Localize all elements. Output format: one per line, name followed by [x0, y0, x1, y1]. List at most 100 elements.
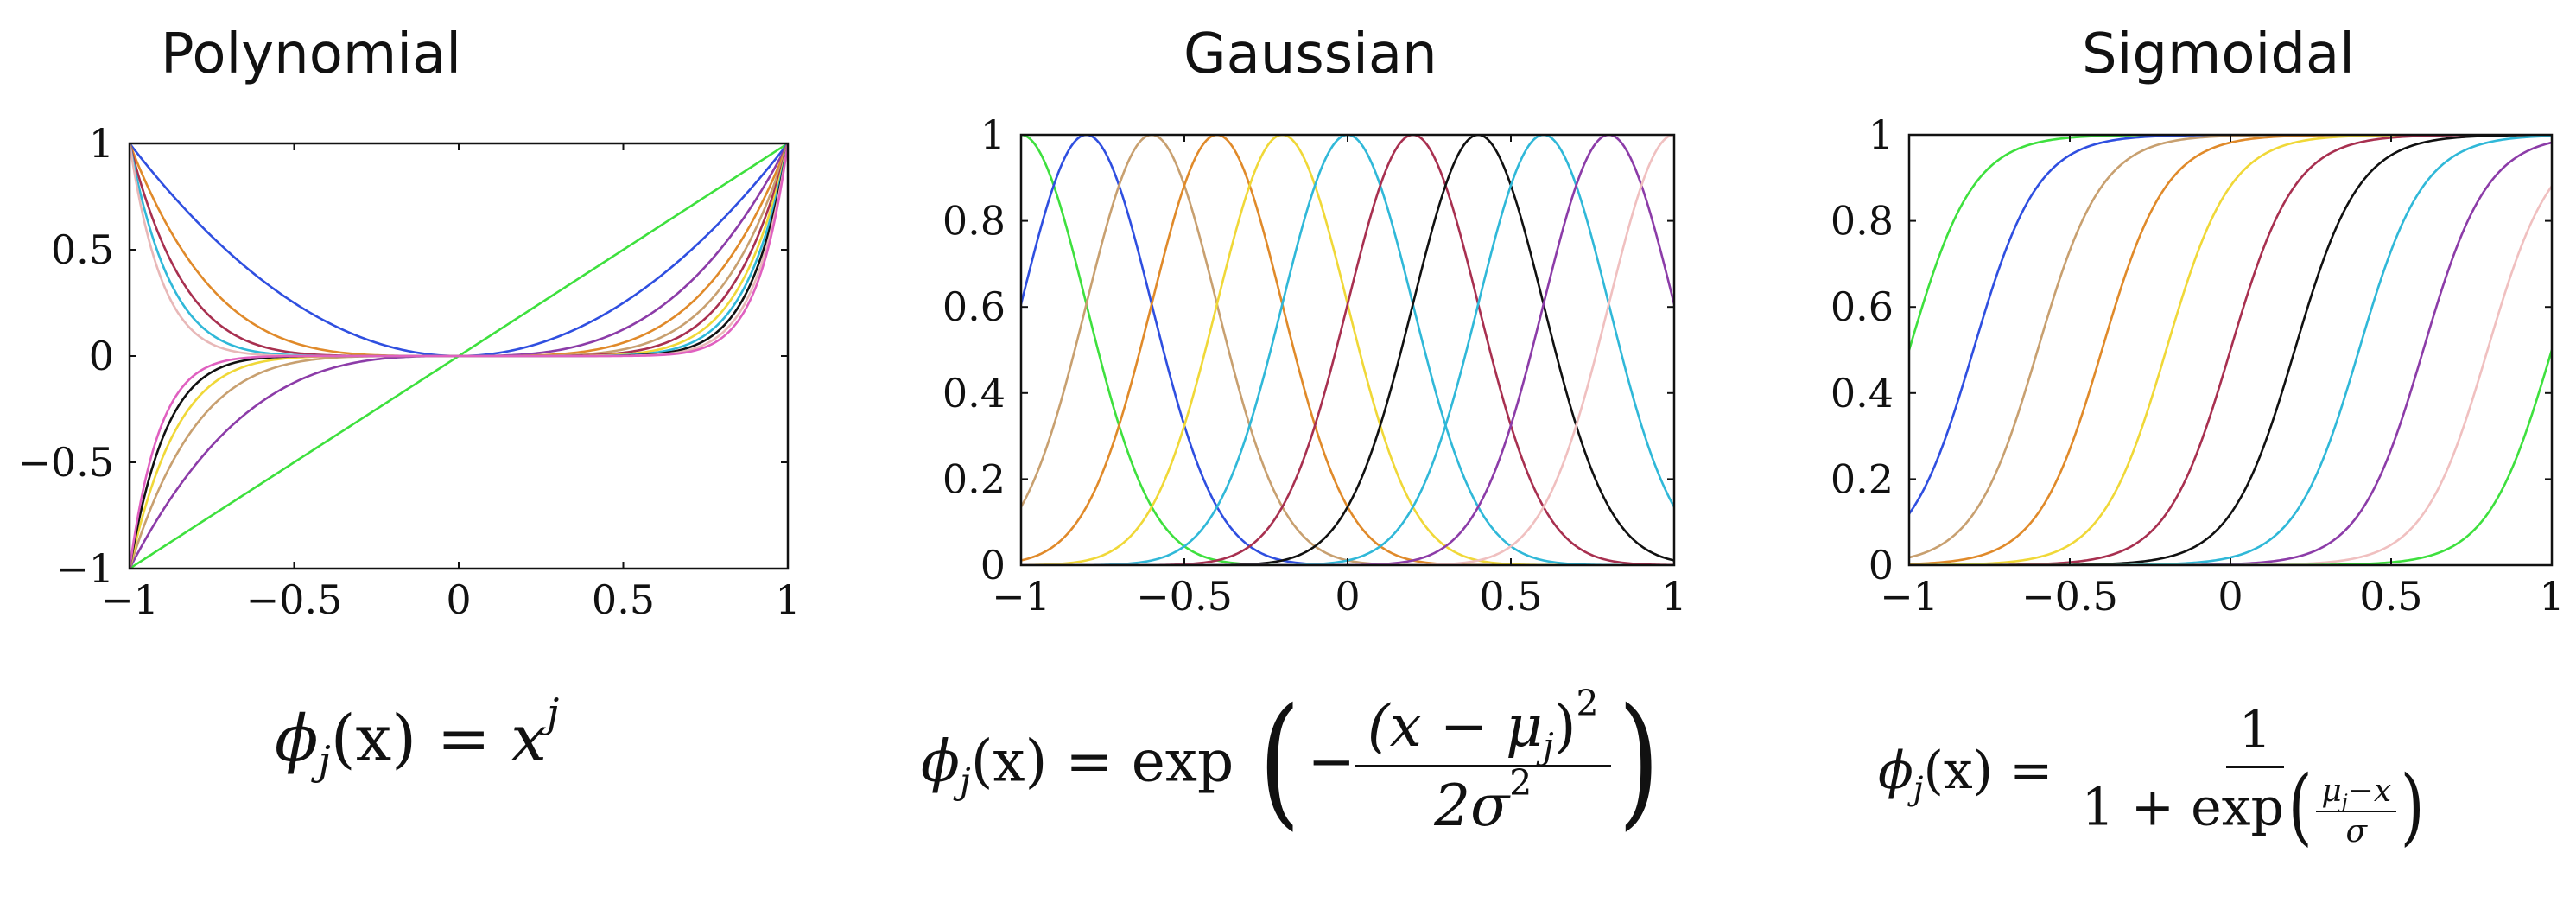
x-tick-label: 1	[1661, 573, 1686, 620]
sigmoidal-chart: −1 −0.5 0 0.5 1 0 0.2 0.4 0.6 0.8 1	[1830, 111, 2565, 620]
series-line-2	[1909, 135, 2552, 515]
y-tick-label: 0.2	[1830, 455, 1894, 502]
denominator-exponent: 2	[1509, 762, 1532, 805]
inner-denominator: σ	[2340, 812, 2372, 849]
sigmoid-fraction: 1 1 + exp(μj−x σ)	[2070, 700, 2441, 849]
y-tick-label: 0.6	[1830, 283, 1894, 330]
gaussian-fraction: (x − μj)2 2σ2	[1355, 686, 1611, 839]
inner-fraction: μj−x σ	[2316, 773, 2397, 849]
series-group	[1021, 135, 1674, 565]
numerator-exponent: 2	[1576, 683, 1599, 725]
series-line-2	[130, 143, 788, 358]
series-line-9	[1021, 135, 1674, 565]
y-tick-label: 0	[980, 542, 1006, 588]
x-tick-label: −0.5	[2021, 573, 2118, 620]
series-line-10	[1021, 135, 1674, 565]
numerator-subscript: j	[1543, 725, 1554, 767]
series-line-6	[1909, 135, 2552, 565]
phi-argument: (x)	[970, 728, 1048, 795]
y-tick-label: 0.2	[942, 455, 1006, 502]
inner-minus-x: −x	[2347, 773, 2392, 809]
series-line-6	[130, 143, 788, 358]
x-tick-label: 0.5	[2359, 573, 2422, 620]
x-tick-label: −1	[1880, 573, 1938, 620]
gaussian-panel: Gaussian −1 −0.5 0 0.5 1 0 0.2 0.4 0.6 0.8 1 ϕj(x)…	[859, 0, 1717, 916]
phi-subscript: j	[1913, 769, 1924, 808]
sigmoidal-title: Sigmoidal	[2082, 22, 2355, 86]
series-line-2	[1021, 135, 1674, 565]
x-tick-label: 0	[446, 576, 471, 623]
phi-subscript: j	[318, 737, 331, 785]
gaussian-chart: −1 −0.5 0 0.5 1 0 0.2 0.4 0.6 0.8 1	[942, 111, 1687, 620]
numerator-right: )	[1553, 693, 1577, 760]
polynomial-formula: ϕj(x) = xj	[275, 693, 559, 780]
series-line-10	[130, 143, 788, 358]
y-tick-label: 0.5	[51, 226, 114, 273]
series-line-8	[130, 143, 788, 358]
y-tick-label: 0.8	[942, 198, 1006, 245]
series-line-4	[130, 143, 788, 358]
series-line-7	[1021, 135, 1674, 565]
y-tick-label: 0	[89, 333, 114, 379]
x-tick-label: 0	[2218, 573, 2243, 620]
inner-sigma: σ	[2345, 814, 2368, 849]
polynomial-panel: Polynomial −1 −0.5 0 0.5 1 −1 −0.5 0 0.5 1 ϕj(x) …	[0, 0, 859, 916]
x-tick-label: 1	[2539, 573, 2564, 620]
series-line-4	[1021, 135, 1674, 565]
x-tick-label: −1	[100, 576, 159, 623]
polynomial-title: Polynomial	[161, 22, 461, 86]
y-tick-label: 0.6	[942, 283, 1006, 330]
series-group	[130, 143, 788, 569]
sigmoid-numerator: 1	[2226, 700, 2284, 768]
x-tick-label: −1	[992, 573, 1050, 620]
series-line-1	[1909, 135, 2552, 351]
x-tick-label: 0.5	[592, 576, 655, 623]
phi-symbol: ϕ	[1878, 741, 1913, 802]
series-line-11	[1021, 135, 1674, 565]
y-tick-label: 1	[980, 111, 1006, 158]
x-tick-label: −0.5	[246, 576, 343, 623]
series-line-1	[1021, 135, 1674, 565]
y-tick-label: 0.4	[1830, 370, 1894, 417]
y-tick-label: 0.4	[942, 370, 1006, 417]
polynomial-chart: −1 −0.5 0 0.5 1 −1 −0.5 0 0.5 1	[17, 120, 800, 623]
series-line-3	[1021, 135, 1674, 565]
series-line-5	[1021, 135, 1674, 565]
gaussian-numerator: (x − μj)2	[1355, 686, 1611, 767]
x-tick-label: 1	[775, 576, 800, 623]
y-tick-label: 0.8	[1830, 198, 1894, 245]
sigmoid-denominator: 1 + exp(μj−x σ)	[2081, 758, 2425, 856]
sigmoidal-formula: ϕj(x) = 1 1 + exp(μj−x σ)	[1878, 700, 2441, 849]
sigmoidal-panel: Sigmoidal −1 −0.5 0 0.5 1 0 0.2 0.4 0.6 0.8 1 ϕj(x…	[1717, 0, 2576, 916]
y-tick-label: −1	[55, 545, 114, 592]
formula-base: x	[511, 702, 547, 776]
inner-mu: μ	[2321, 773, 2342, 809]
phi-subscript: j	[960, 760, 971, 802]
phi-argument: (x)	[1923, 741, 1994, 802]
formula-exponent: j	[546, 690, 560, 737]
x-tick-label: −0.5	[1136, 573, 1233, 620]
minus-sign: −	[1307, 728, 1355, 795]
y-tick-label: 1	[89, 120, 114, 167]
sigmoid-denominator-prefix: 1 + exp	[2081, 777, 2284, 838]
gaussian-denominator: 2σ2	[1422, 766, 1544, 839]
gaussian-title: Gaussian	[1183, 22, 1437, 86]
equals-sign: =	[436, 702, 491, 776]
phi-argument: (x)	[330, 702, 417, 776]
phi-symbol: ϕ	[921, 728, 960, 795]
series-line-10	[1909, 185, 2552, 565]
equals-sign: =	[2009, 741, 2053, 802]
inner-numerator: μj−x	[2316, 773, 2397, 813]
series-line-6	[1021, 135, 1674, 565]
numerator-left: (x − μ	[1367, 693, 1544, 760]
gaussian-formula: ϕj(x) = exp (− (x − μj)2 2σ2 )	[921, 677, 1659, 843]
series-line-11	[1909, 349, 2552, 565]
y-tick-label: 0	[1869, 542, 1894, 588]
series-group	[1909, 135, 2552, 565]
plot-frame	[1019, 133, 1676, 567]
y-tick-label: −0.5	[17, 439, 114, 486]
inner-mu-subscript: j	[2341, 790, 2348, 813]
exp-function: exp	[1131, 728, 1234, 795]
x-tick-label: 0	[1335, 573, 1360, 620]
series-line-8	[1021, 135, 1674, 565]
